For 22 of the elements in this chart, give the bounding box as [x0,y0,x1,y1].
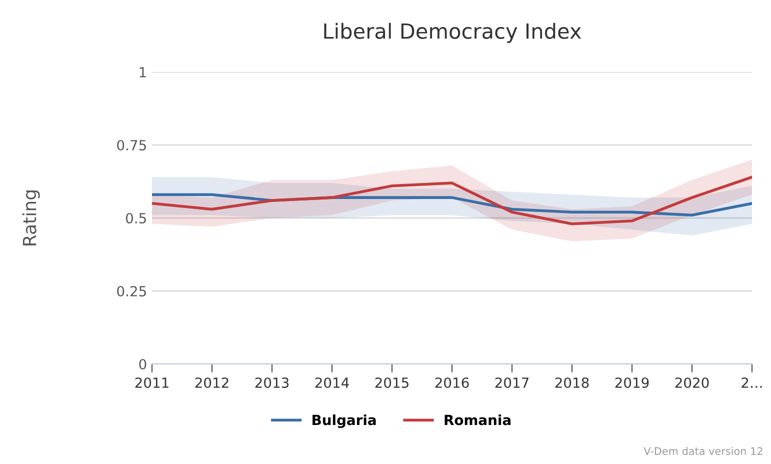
x-tick-label: 2015 [375,377,408,388]
y-tick-label: 0.5 [126,212,146,224]
chart-title: Liberal Democracy Index [324,22,582,43]
line-series [152,176,752,226]
x-tick-label: 2012 [195,377,228,388]
y-tick-label: 0.75 [117,140,146,150]
x-tick-label: 2011 [135,377,168,388]
x-tick-label: 2020 [675,377,709,388]
x-tick-label: 2013 [255,377,289,388]
legend-label: Romania [444,414,511,426]
legend-label: Bulgaria [312,414,376,428]
y-axis-title: Rating [22,190,40,246]
y-tick-label: 0 [139,358,146,370]
x-tick-label: 2016 [435,377,469,388]
x-tick-label: 2019 [615,377,649,388]
y-tick-label: 1 [140,67,146,78]
x-tick-label: 2014 [315,377,349,388]
y-tick-label: 0.25 [117,286,146,296]
x-tick-label: 2… [742,377,762,388]
x-tick-label: 2017 [495,377,528,388]
text: V-Dem data version 12 [644,446,762,456]
x-tick-label: 2018 [555,377,589,388]
